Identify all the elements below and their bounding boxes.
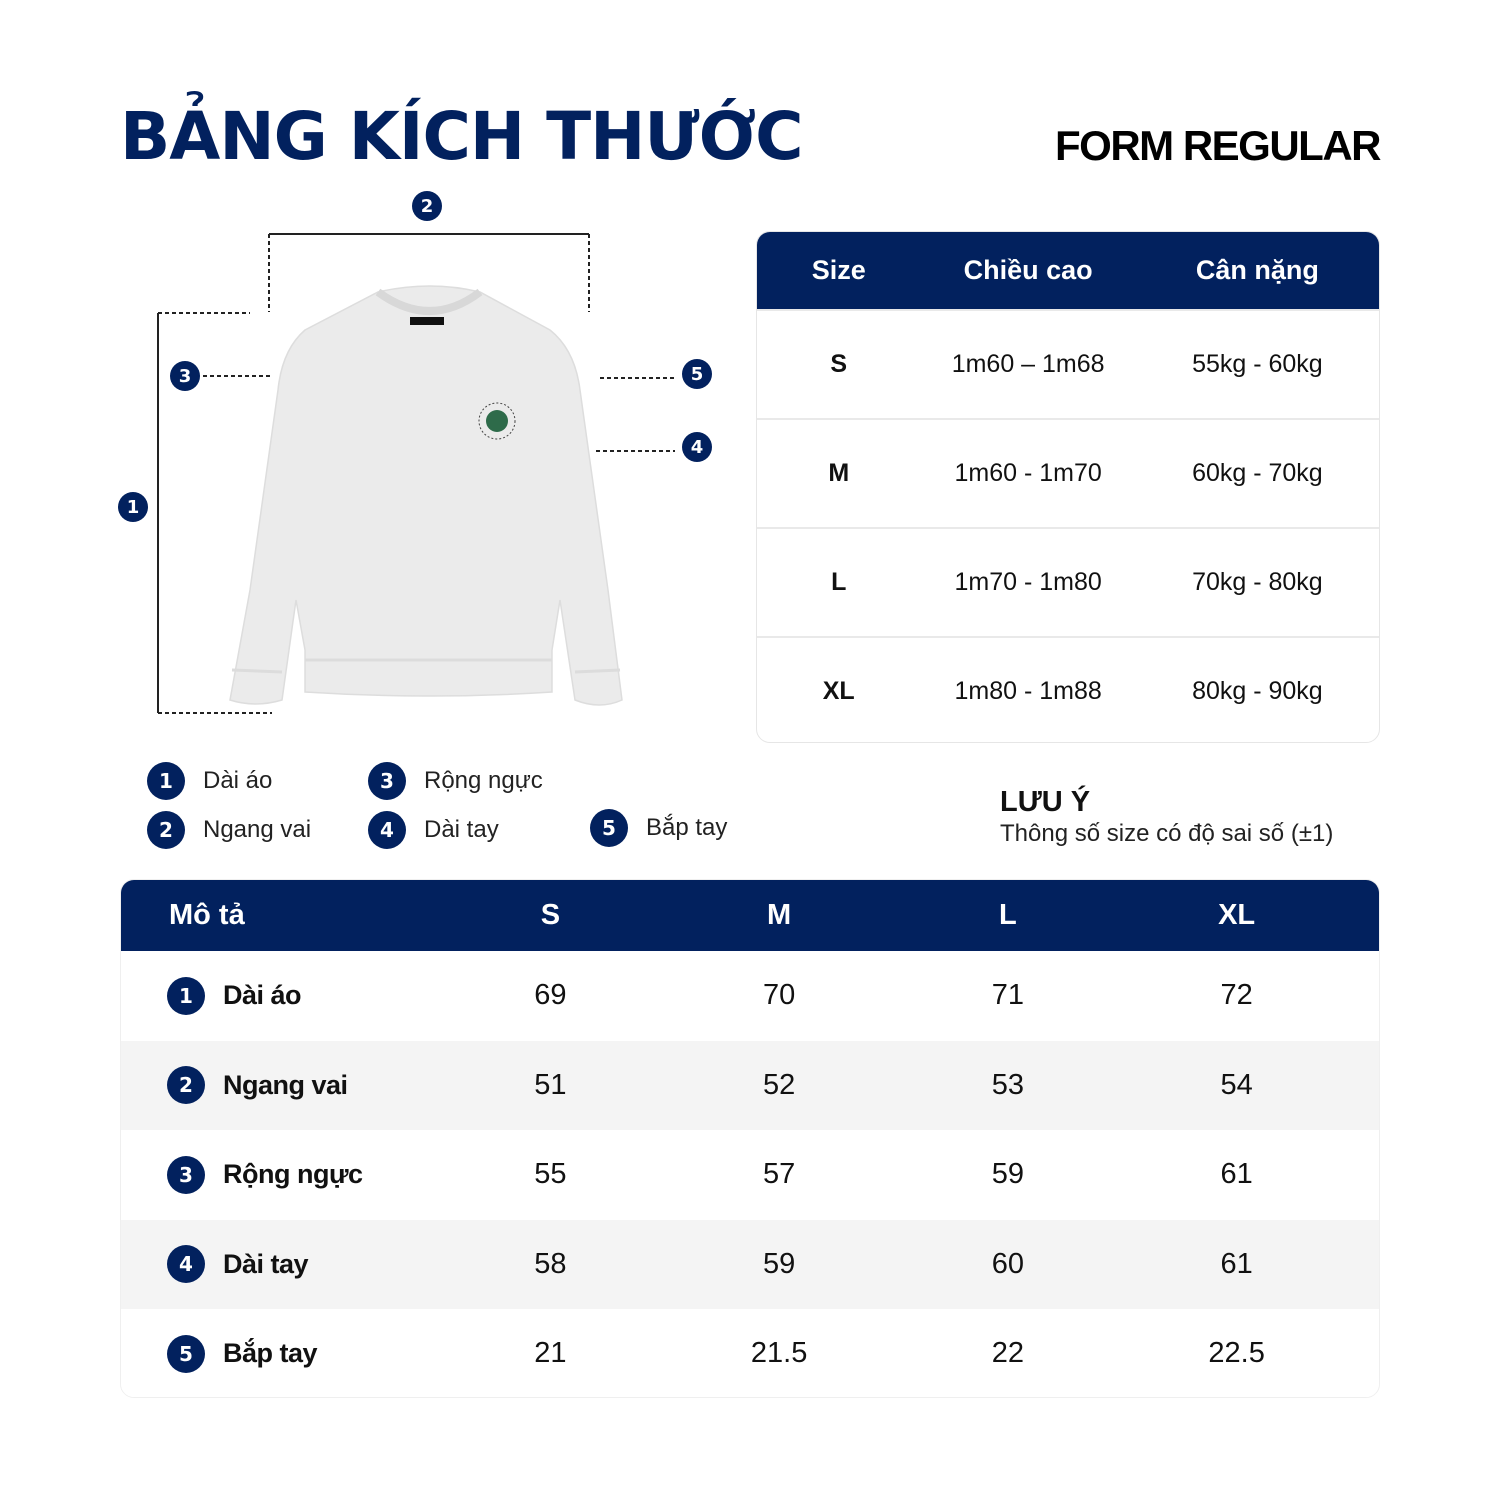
value-cell: 22.5 [1208,1337,1265,1370]
marker-3: 3 [170,361,200,391]
row-label: Dài áo [223,980,302,1011]
value-cell: 21.5 [750,1337,808,1370]
header-xl: XL [1218,899,1256,931]
value-cell: 69 [534,979,567,1012]
header-description: Mô tả [169,899,245,931]
description-cell: 4 Dài tay [121,1245,436,1284]
table-row: S 1m60 – 1m68 55kg - 60kg [757,309,1379,418]
header-l: L [999,899,1017,931]
table-row: L 1m70 - 1m80 70kg - 80kg [757,527,1379,636]
size-cell: L [831,568,847,596]
legend-item: 5 Bắp tay [590,809,727,847]
marker-5: 5 [682,359,712,389]
number-badge: 1 [147,762,185,800]
form-label: FORM REGULAR [1055,122,1381,169]
header-m: M [767,899,792,931]
number-badge: 4 [368,811,406,849]
number-badge: 4 [167,1245,205,1284]
value-cell: 57 [762,1158,796,1191]
value-cell: 22 [991,1337,1024,1370]
value-cell: 21 [534,1337,567,1370]
legend-label: Dài tay [424,816,499,843]
legend-item: 2 Ngang vai [147,811,311,849]
size-cell: M [828,459,850,487]
value-cell: 59 [991,1158,1024,1191]
value-cell: 71 [991,979,1024,1012]
value-cell: 53 [991,1068,1024,1101]
note-title: LƯU Ý [1000,786,1091,818]
table-row: 3 Rộng ngực 55 57 59 61 [121,1130,1379,1220]
marker-1: 1 [118,492,148,522]
table-row: 2 Ngang vai 51 52 53 54 [121,1040,1379,1130]
description-cell: 1 Dài áo [121,976,436,1015]
number-badge: 3 [368,762,406,800]
row-label: Ngang vai [223,1069,348,1100]
weight-cell: 55kg - 60kg [1192,350,1323,378]
legend-item: 4 Dài tay [368,811,499,849]
weight-cell: 80kg - 90kg [1192,677,1323,705]
weight-cell: 70kg - 80kg [1192,568,1323,596]
marker-2: 2 [412,191,442,221]
number-badge: 2 [147,811,185,849]
legend-label: Bắp tay [646,814,728,841]
table-row: XL 1m80 - 1m88 80kg - 90kg [757,636,1379,742]
header-size: Size [811,255,866,285]
marker-4: 4 [682,432,712,462]
measurement-table-header: Mô tả S M L XL [121,880,1379,951]
legend-item: 3 Rộng ngực [368,762,543,800]
size-cell: S [830,350,848,378]
description-cell: 2 Ngang vai [121,1066,436,1105]
size-cell: XL [822,677,855,705]
row-label: Dài tay [223,1248,309,1279]
legend-label: Rộng ngực [424,767,543,794]
table-row: 1 Dài áo 69 70 71 72 [121,951,1379,1041]
height-cell: 1m70 - 1m80 [954,568,1102,596]
table-row: 5 Bắp tay 21 21.5 22 22.5 [121,1309,1379,1397]
value-cell: 55 [534,1158,567,1191]
weight-cell: 60kg - 70kg [1192,459,1323,487]
description-cell: 5 Bắp tay [121,1334,436,1373]
legend-label: Ngang vai [203,816,312,843]
number-badge: 2 [167,1066,205,1105]
legend-label: Dài áo [203,767,273,794]
page-title: BẢNG KÍCH THƯỚC [120,98,804,175]
height-cell: 1m80 - 1m88 [954,677,1102,705]
number-badge: 3 [167,1155,205,1194]
value-cell: 61 [1220,1247,1253,1280]
height-cell: 1m60 – 1m68 [951,350,1105,378]
header-s: S [540,899,561,931]
row-label: Bắp tay [223,1338,318,1369]
measure-lines [157,233,675,714]
sweater-diagram [157,233,675,714]
value-cell: 52 [762,1068,796,1101]
sweater-icon [229,285,623,706]
value-cell: 72 [1220,979,1253,1012]
header-height: Chiều cao [963,255,1093,285]
description-cell: 3 Rộng ngực [121,1155,436,1194]
table-row: 4 Dài tay 58 59 60 61 [121,1219,1379,1309]
value-cell: 70 [762,979,796,1012]
number-badge: 5 [590,809,628,847]
number-badge: 5 [167,1334,205,1373]
measurement-table: Mô tả S M L XL 1 Dài áo 69 70 71 72 2 Ngang vai… [120,879,1380,1398]
value-cell: 59 [762,1247,796,1280]
value-cell: 54 [1220,1068,1253,1101]
value-cell: 60 [991,1247,1024,1280]
size-table-header: Size Chiều cao Cân nặng [757,232,1379,309]
row-label: Rộng ngực [223,1159,363,1190]
size-table: Size Chiều cao Cân nặng S 1m60 – 1m68 55… [756,231,1380,743]
measurement-table-body: 1 Dài áo 69 70 71 72 2 Ngang vai 51 52 53 54 3 Rộng n… [121,951,1379,1397]
value-cell: 58 [534,1247,567,1280]
table-row: M 1m60 - 1m70 60kg - 70kg [757,418,1379,527]
header-weight: Cân nặng [1195,255,1319,285]
value-cell: 51 [534,1068,567,1101]
note-text: Thông số size có độ sai số (±1) [1000,820,1334,847]
value-cell: 61 [1220,1158,1253,1191]
height-cell: 1m60 - 1m70 [954,459,1102,487]
number-badge: 1 [167,976,205,1015]
legend-item: 1 Dài áo [147,762,272,800]
